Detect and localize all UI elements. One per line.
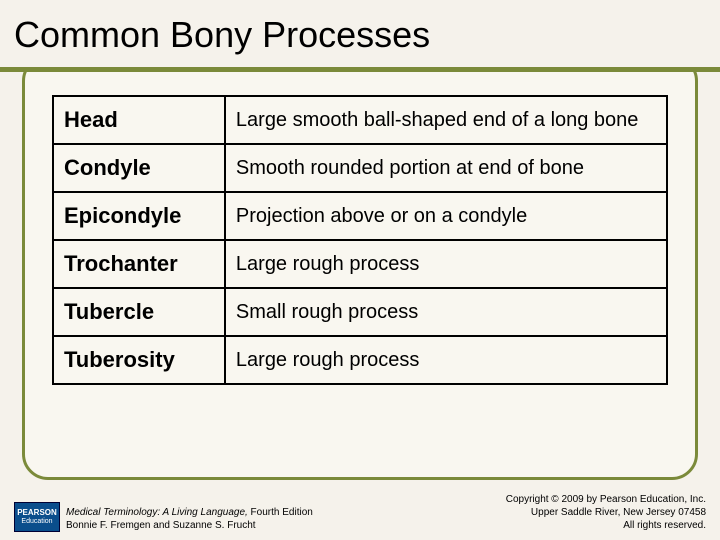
table-row: Trochanter Large rough process [53,240,667,288]
table-row: Tuberosity Large rough process [53,336,667,384]
book-authors: Bonnie F. Fremgen and Suzanne S. Frucht [66,519,313,532]
desc-cell: Large smooth ball-shaped end of a long b… [225,96,667,144]
term-cell: Condyle [53,144,225,192]
book-edition: Fourth Edition [248,507,313,518]
terms-table: Head Large smooth ball-shaped end of a l… [52,95,668,385]
table-row: Tubercle Small rough process [53,288,667,336]
footer-right: Copyright © 2009 by Pearson Education, I… [506,493,706,532]
book-title-line: Medical Terminology: A Living Language, … [66,506,313,519]
title-bar: Common Bony Processes [0,0,720,72]
book-title: Medical Terminology: A Living Language, [66,507,248,518]
term-cell: Head [53,96,225,144]
copyright-line: All rights reserved. [506,519,706,532]
content-area: Head Large smooth ball-shaped end of a l… [52,95,668,385]
desc-cell: Smooth rounded portion at end of bone [225,144,667,192]
book-citation: Medical Terminology: A Living Language, … [66,506,313,532]
desc-cell: Projection above or on a condyle [225,192,667,240]
copyright-line: Copyright © 2009 by Pearson Education, I… [506,493,706,506]
desc-cell: Small rough process [225,288,667,336]
footer-left: PEARSON Education Medical Terminology: A… [14,502,313,532]
table-row: Epicondyle Projection above or on a cond… [53,192,667,240]
table-row: Condyle Smooth rounded portion at end of… [53,144,667,192]
term-cell: Epicondyle [53,192,225,240]
publisher-logo: PEARSON Education [14,502,60,532]
table-row: Head Large smooth ball-shaped end of a l… [53,96,667,144]
term-cell: Trochanter [53,240,225,288]
desc-cell: Large rough process [225,240,667,288]
slide-title: Common Bony Processes [14,14,720,56]
footer: PEARSON Education Medical Terminology: A… [14,493,706,532]
desc-cell: Large rough process [225,336,667,384]
term-cell: Tuberosity [53,336,225,384]
copyright-line: Upper Saddle River, New Jersey 07458 [506,506,706,519]
logo-sub: Education [15,518,59,526]
term-cell: Tubercle [53,288,225,336]
logo-brand: PEARSON [15,509,59,518]
